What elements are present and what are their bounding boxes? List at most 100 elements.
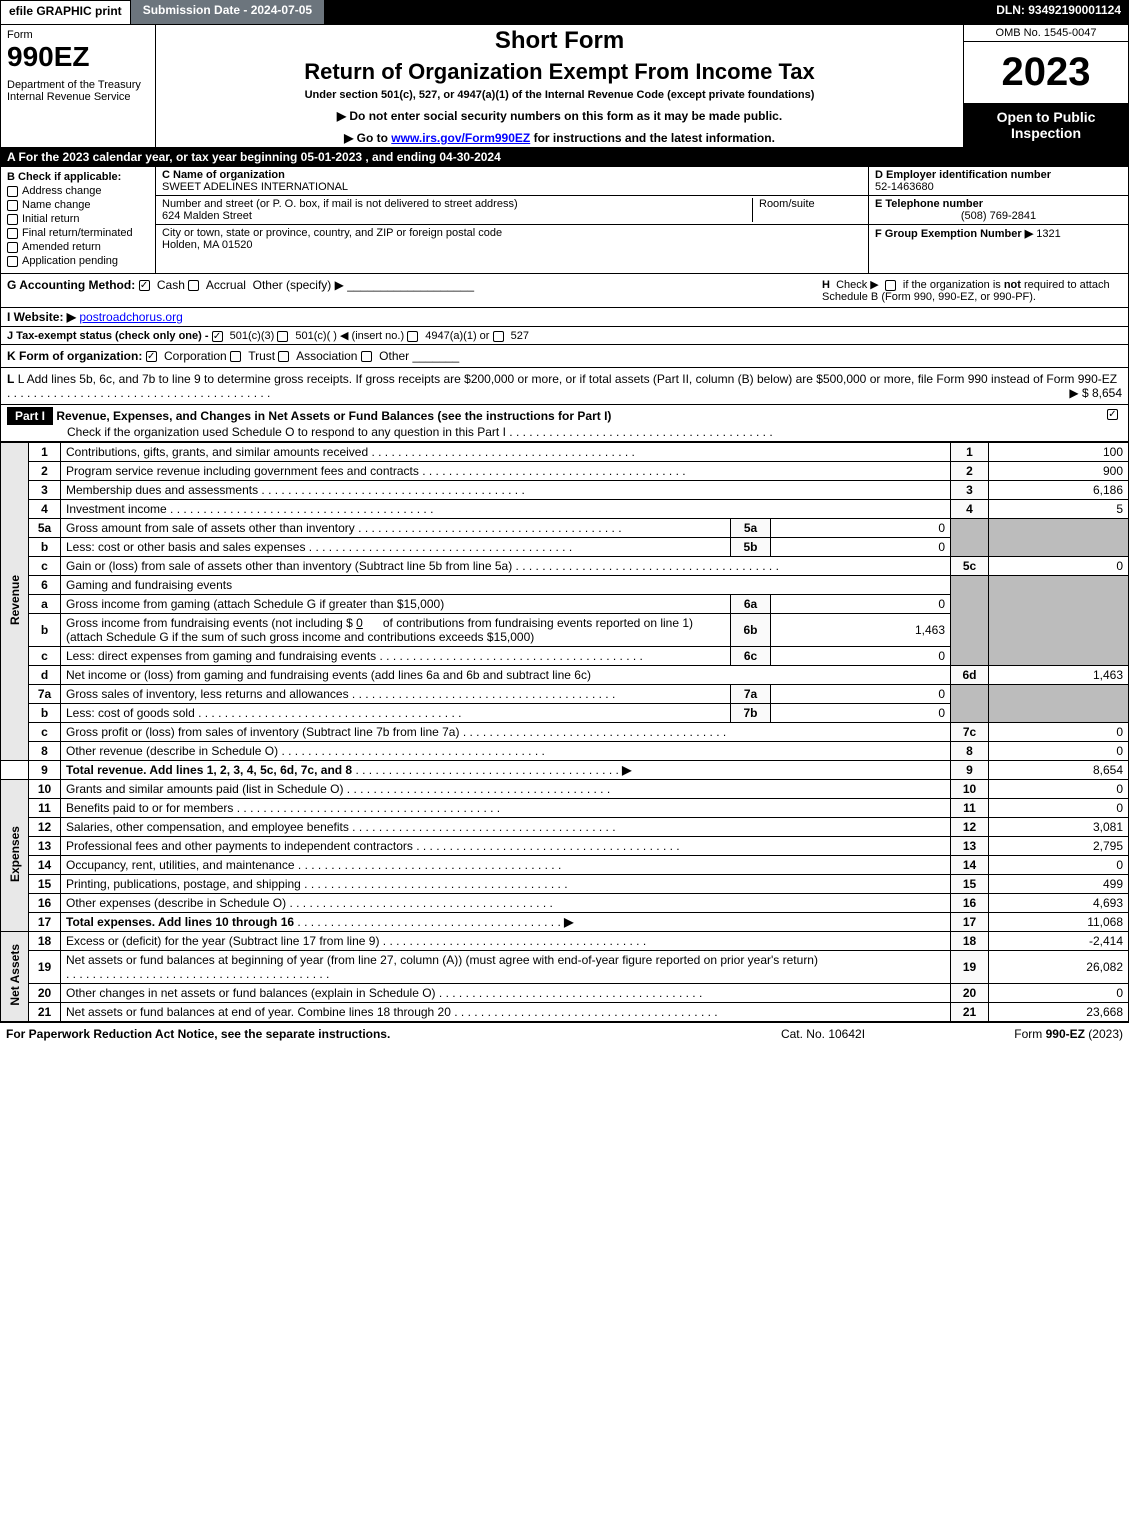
chk-501c[interactable]: [277, 331, 288, 342]
mn-6a: 6a: [731, 595, 771, 614]
rn-16: 16: [951, 894, 989, 913]
rv-6d: 1,463: [989, 666, 1129, 685]
d-5c: Gain or (loss) from sale of assets other…: [61, 557, 951, 576]
street-value: 624 Malden Street: [162, 210, 252, 222]
paperwork-notice: For Paperwork Reduction Act Notice, see …: [6, 1027, 723, 1041]
rv-15: 499: [989, 875, 1129, 894]
efile-print-button[interactable]: efile GRAPHIC print: [0, 0, 131, 24]
chk-501c3[interactable]: [212, 331, 223, 342]
ln-10: 10: [29, 780, 61, 799]
d-3: Membership dues and assessments: [61, 481, 951, 500]
cash-label: Cash: [157, 278, 185, 292]
mv-6c: 0: [771, 647, 951, 666]
d-21: Net assets or fund balances at end of ye…: [61, 1003, 951, 1022]
form-word: Form: [7, 29, 149, 41]
chk-h[interactable]: [885, 280, 896, 291]
k-label: K Form of organization:: [7, 349, 142, 363]
chk-schedule-o[interactable]: [1107, 409, 1118, 420]
arrow-icon: ▶: [622, 763, 631, 777]
ln-5a: 5a: [29, 519, 61, 538]
d-1: Contributions, gifts, grants, and simila…: [61, 443, 951, 462]
phone-value: (508) 769-2841: [875, 210, 1122, 222]
d-6c: Less: direct expenses from gaming and fu…: [61, 647, 731, 666]
chk-label: Amended return: [22, 241, 101, 253]
bullet-2: ▶ Go to www.irs.gov/Form990EZ for instru…: [160, 131, 959, 145]
chk-label: Application pending: [22, 255, 118, 267]
ln-7c: c: [29, 723, 61, 742]
lines-table: Revenue 1 Contributions, gifts, grants, …: [0, 442, 1129, 1022]
rv-12: 3,081: [989, 818, 1129, 837]
section-l: L L Add lines 5b, 6c, and 7b to line 9 t…: [0, 368, 1129, 405]
entity-right: D Employer identification number 52-1463…: [868, 167, 1128, 273]
chk-label: Address change: [22, 185, 102, 197]
section-b-label: B Check if applicable:: [7, 171, 149, 183]
d-12: Salaries, other compensation, and employ…: [61, 818, 951, 837]
d-8: Other revenue (describe in Schedule O): [61, 742, 951, 761]
chk-trust[interactable]: [230, 351, 241, 362]
shade-6v: [989, 576, 1129, 666]
rn-18: 18: [951, 932, 989, 951]
rv-3: 6,186: [989, 481, 1129, 500]
6b-amt: 0: [356, 616, 363, 630]
d-17: Total expenses. Add lines 10 through 16 …: [61, 913, 951, 932]
chk-4947[interactable]: [407, 331, 418, 342]
street-cell: Number and street (or P. O. box, if mail…: [156, 196, 868, 225]
chk-association[interactable]: [278, 351, 289, 362]
d-9: Total revenue. Add lines 1, 2, 3, 4, 5c,…: [61, 761, 951, 780]
d-6d: Net income or (loss) from gaming and fun…: [61, 666, 951, 685]
irs-link[interactable]: www.irs.gov/Form990EZ: [391, 131, 530, 145]
chk-527[interactable]: [493, 331, 504, 342]
chk-final-return[interactable]: Final return/terminated: [7, 227, 149, 239]
mv-6a: 0: [771, 595, 951, 614]
rn-17: 17: [951, 913, 989, 932]
chk-other-org[interactable]: [361, 351, 372, 362]
rn-7c: 7c: [951, 723, 989, 742]
d-20: Other changes in net assets or fund bala…: [61, 984, 951, 1003]
rv-1: 100: [989, 443, 1129, 462]
d-18: Excess or (deficit) for the year (Subtra…: [61, 932, 951, 951]
chk-accrual[interactable]: [188, 280, 199, 291]
chk-initial-return[interactable]: Initial return: [7, 213, 149, 225]
mv-6b: 1,463: [771, 614, 951, 647]
ln-16: 16: [29, 894, 61, 913]
chk-cash[interactable]: [139, 280, 150, 291]
opt-4947: 4947(a)(1) or: [425, 330, 489, 342]
i-label: I Website: ▶: [7, 310, 76, 324]
revenue-side-label: Revenue: [1, 443, 29, 761]
ln-4: 4: [29, 500, 61, 519]
bullet2-suffix: for instructions and the latest informat…: [534, 131, 775, 145]
rn-13: 13: [951, 837, 989, 856]
rn-2: 2: [951, 462, 989, 481]
part1-header-row: Part I Revenue, Expenses, and Changes in…: [0, 405, 1129, 442]
shade-6: [951, 576, 989, 666]
rv-16: 4,693: [989, 894, 1129, 913]
chk-corporation[interactable]: [146, 351, 157, 362]
submission-date: Submission Date - 2024-07-05: [131, 0, 325, 24]
chk-address-change[interactable]: Address change: [7, 185, 149, 197]
chk-application-pending[interactable]: Application pending: [7, 255, 149, 267]
e-label: E Telephone number: [875, 198, 983, 210]
d-11: Benefits paid to or for members: [61, 799, 951, 818]
ln-12: 12: [29, 818, 61, 837]
ln-13: 13: [29, 837, 61, 856]
topbar: efile GRAPHIC print Submission Date - 20…: [0, 0, 1129, 24]
chk-amended-return[interactable]: Amended return: [7, 241, 149, 253]
j-label: J Tax-exempt status (check only one) -: [7, 330, 209, 342]
org-name: SWEET ADELINES INTERNATIONAL: [162, 181, 348, 193]
f-label: F Group Exemption Number ▶: [875, 228, 1033, 240]
row-a-tax-year: A For the 2023 calendar year, or tax yea…: [0, 148, 1129, 167]
topbar-spacer: [325, 0, 988, 24]
c-label: C Name of organization: [162, 169, 285, 181]
dots: [7, 386, 270, 400]
netassets-side-label: Net Assets: [1, 932, 29, 1022]
website-link[interactable]: postroadchorus.org: [79, 310, 182, 324]
d-7a: Gross sales of inventory, less returns a…: [61, 685, 731, 704]
d-6b: Gross income from fundraising events (no…: [61, 614, 731, 647]
rv-4: 5: [989, 500, 1129, 519]
section-b: B Check if applicable: Address change Na…: [1, 167, 156, 273]
group-exemption-value: 1321: [1036, 228, 1060, 240]
chk-name-change[interactable]: Name change: [7, 199, 149, 211]
mv-5b: 0: [771, 538, 951, 557]
rn-8: 8: [951, 742, 989, 761]
rv-18: -2,414: [989, 932, 1129, 951]
